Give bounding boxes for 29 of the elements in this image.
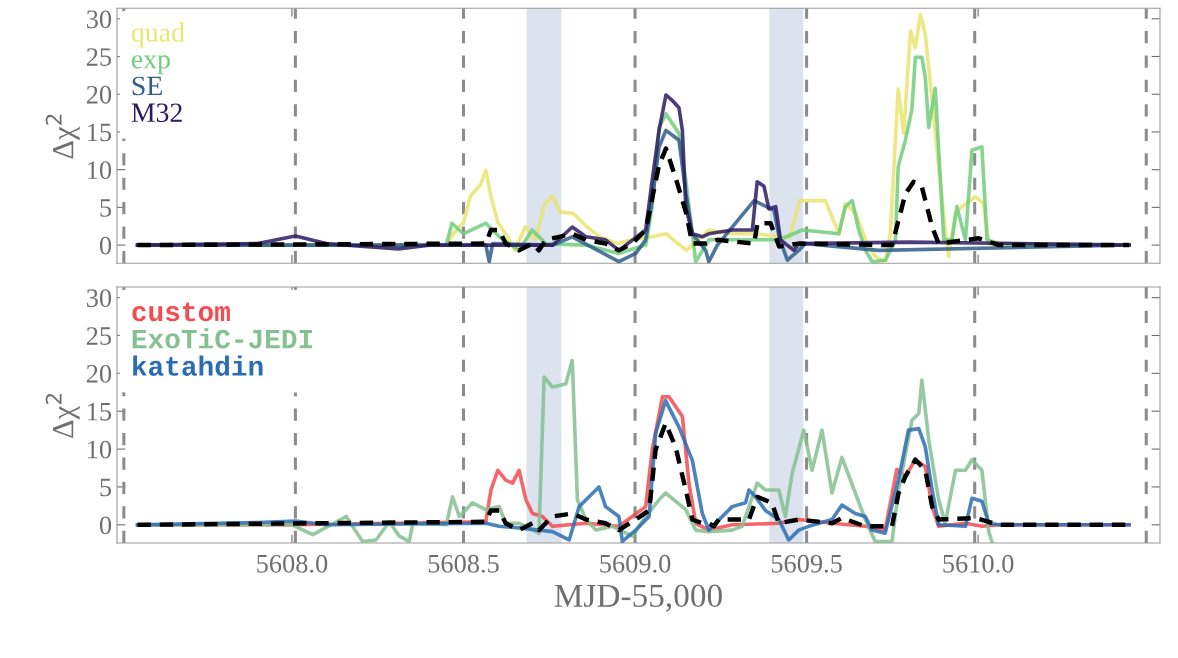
y-tick-label: 0 — [99, 236, 112, 255]
y-tick-label: 25 — [86, 327, 112, 345]
x-tick-label: 5608.0 — [257, 554, 328, 573]
y-tick-label: 15 — [88, 123, 112, 142]
y-tick-label: 20 — [86, 364, 112, 383]
y-tick-label: 5 — [100, 199, 112, 217]
y-tick-label: 0 — [99, 516, 112, 535]
y-axis-title: Δχ$^{2}$ — [45, 394, 80, 438]
x-tick-label: 5609.0 — [600, 554, 671, 573]
text: ExoTiC-JEDI — [132, 328, 313, 349]
text: custom — [132, 302, 230, 322]
y-axis-title: Δχ$^{2}$ — [45, 114, 80, 159]
y-tick-label: 5 — [100, 478, 112, 497]
text: M32 — [131, 103, 182, 123]
text: katahdin — [133, 355, 263, 376]
y-tick-label: 10 — [88, 161, 112, 180]
y-tick-label: 15 — [88, 402, 112, 421]
y-tick-label: 10 — [88, 440, 112, 459]
text: quad — [131, 22, 185, 48]
x-tick-label: 5610.0 — [943, 554, 1014, 573]
y-tick-label: 30 — [86, 289, 112, 308]
y-tick-label: 30 — [86, 10, 112, 29]
x-axis-title: MJD-55,000 — [554, 584, 722, 612]
text: exp — [131, 55, 170, 75]
x-tick-label: 5609.5 — [771, 554, 842, 573]
x-tick-label: 5608.5 — [428, 554, 499, 573]
y-tick-label: 20 — [86, 85, 112, 104]
text: SE — [132, 76, 162, 96]
y-tick-label: 25 — [86, 48, 112, 66]
